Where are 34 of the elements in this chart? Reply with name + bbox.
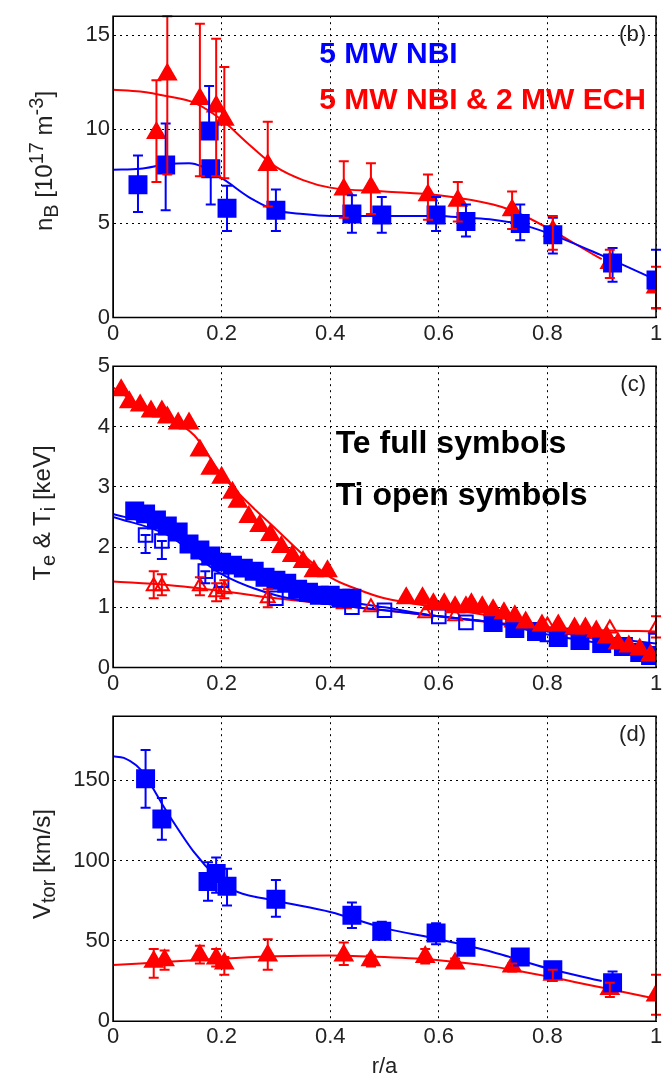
x-tick-label: 0.2 [206, 1023, 237, 1049]
x-tick-label: 0.6 [423, 319, 455, 345]
x-tick-label: 1 [649, 669, 663, 695]
x-tick-label: 0.6 [423, 669, 455, 695]
x-tick-label: 0.8 [532, 669, 563, 695]
x-tick-label: 0.8 [532, 319, 563, 345]
annotation: (b) [619, 21, 646, 47]
x-tick-label: 0.4 [314, 669, 346, 695]
y-tick-label: 5 [97, 209, 110, 235]
y-tick-label: 100 [73, 846, 110, 872]
x-tick-label: 0.6 [423, 1023, 455, 1049]
x-tick-label: 0.8 [532, 1023, 563, 1049]
x-tick-label: 0.2 [206, 669, 237, 695]
y-tick-label: 1 [97, 593, 110, 619]
x-tick-label: 1 [649, 1023, 663, 1049]
x-tick-label: 0.2 [206, 319, 237, 345]
text: 5 MW NBI [319, 36, 458, 70]
annotation: (d) [619, 721, 646, 747]
x-tick-label: 0.4 [314, 1023, 346, 1049]
x-tick-label: 0.4 [314, 319, 346, 345]
annotation: (c) [620, 371, 646, 397]
annotation: Ti open symbols [335, 476, 588, 513]
y-tick-label: 5 [97, 352, 110, 378]
x-axis-title: r/a [371, 1052, 399, 1078]
text: 5 MW NBI & 2 MW ECH [319, 82, 647, 116]
y-tick-label: 10 [85, 115, 110, 141]
y-tick-label: 2 [97, 533, 110, 559]
y-tick-label: 50 [85, 927, 110, 952]
y-tick-label: 4 [97, 412, 110, 438]
y-tick-label: 150 [73, 766, 110, 792]
annotation: Te full symbols [335, 424, 567, 461]
y-tick-label: 3 [97, 472, 110, 498]
y-tick-label: 15 [85, 21, 110, 47]
x-tick-label: 1 [649, 319, 663, 345]
